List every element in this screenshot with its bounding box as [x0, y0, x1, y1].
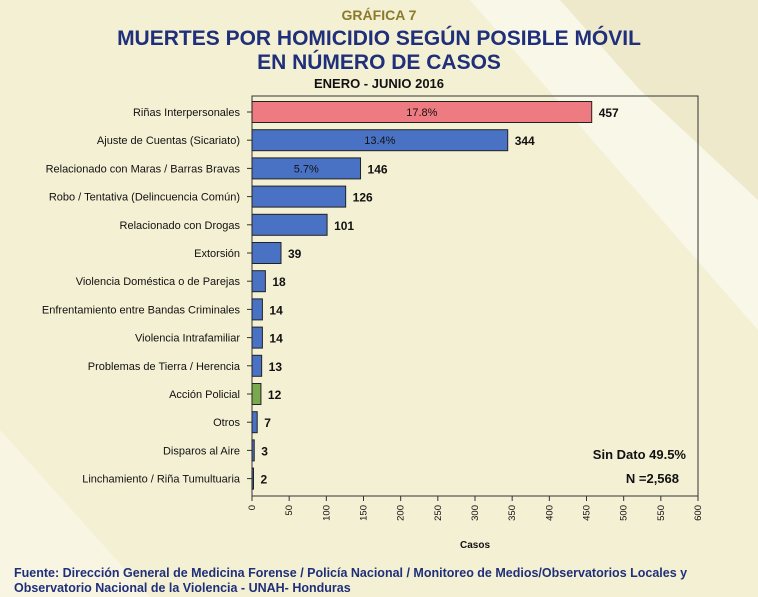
bar [251, 213, 328, 236]
bar [251, 439, 255, 462]
x-tick-label: 50 [284, 505, 295, 516]
x-tick-label: 350 [507, 505, 518, 521]
value-label: 2 [261, 473, 268, 487]
category-label: Enfrentamiento entre Bandas Criminales [42, 304, 241, 316]
x-tick-label: 500 [619, 505, 630, 521]
value-label: 126 [353, 191, 373, 205]
bar [251, 270, 266, 293]
bar [251, 298, 263, 321]
x-tick-label: 200 [396, 505, 407, 521]
value-label: 457 [599, 106, 619, 120]
percent-label: 5.7% [294, 163, 319, 175]
percent-label: 13.4% [364, 135, 395, 147]
bars-group: Riñas Interpersonales 457 17.8% Ajuste de C… [42, 101, 619, 490]
chart-title-line1: MUERTES POR HOMICIDIO SEGÚN POSIBLE MÓVI… [117, 27, 641, 50]
x-tick-label: 450 [582, 505, 593, 521]
x-tick-label: 600 [693, 505, 704, 521]
value-label: 344 [515, 134, 535, 148]
percent-label: 17.8% [406, 107, 437, 119]
missing-data-note: Sin Dato 49.5% [593, 447, 687, 462]
bar [251, 157, 362, 180]
x-tick-label: 400 [544, 505, 555, 521]
x-tick-label: 300 [470, 505, 481, 521]
total-count-note: N =2,568 [626, 471, 679, 486]
chart-label: GRÁFICA 7 [341, 7, 417, 23]
category-label: Ajuste de Cuentas (Sicariato) [97, 135, 240, 147]
bar [251, 411, 258, 434]
bar [251, 354, 263, 377]
source-line-1: Fuente: Dirección General de Medicina Fo… [14, 566, 688, 580]
category-label: Extorsión [194, 248, 240, 260]
value-label: 18 [272, 275, 286, 289]
source-footer: Fuente: Dirección General de Medicina Fo… [14, 566, 744, 596]
category-label: Riñas Interpersonales [133, 107, 241, 119]
bar [251, 326, 263, 349]
bar [251, 242, 282, 264]
bar [251, 129, 509, 152]
bar [251, 467, 254, 490]
category-label: Relacionado con Maras / Barras Bravas [46, 163, 241, 175]
value-label: 13 [269, 360, 283, 374]
value-label: 39 [288, 247, 302, 261]
value-label: 14 [269, 332, 283, 346]
bar [251, 185, 347, 208]
bar [251, 383, 262, 405]
category-label: Problemas de Tierra / Herencia [88, 361, 241, 373]
value-label: 146 [368, 162, 388, 176]
x-axis: 0 50 100 150 200 250 300 350 400 450 500 550 600 [247, 496, 704, 521]
x-tick-label: 550 [656, 505, 667, 521]
plot-frame [251, 95, 699, 497]
category-label: Acción Policial [169, 389, 240, 401]
chart-subtitle: ENERO - JUNIO 2016 [313, 76, 445, 91]
x-axis-title: Casos [460, 540, 490, 551]
category-label: Linchamiento / Riña Tumultuaria [82, 474, 241, 486]
category-label: Violencia Intrafamiliar [135, 333, 240, 345]
category-label: Relacionado con Drogas [120, 220, 241, 232]
x-tick-label: 100 [321, 505, 332, 521]
value-label: 12 [268, 388, 282, 402]
chart-title-line2: EN NÚMERO DE CASOS [257, 51, 501, 74]
category-label: Disparos al Aire [163, 445, 240, 457]
bar [251, 101, 593, 123]
value-label: 101 [334, 219, 354, 233]
category-label: Otros [213, 417, 240, 429]
x-tick-label: 0 [247, 505, 258, 510]
x-tick-label: 150 [359, 505, 370, 521]
category-label: Violencia Doméstica o de Parejas [76, 276, 241, 288]
category-label: Robo / Tentativa (Delincuencia Común) [49, 192, 240, 204]
x-tick-label: 250 [433, 505, 444, 521]
value-label: 3 [261, 444, 268, 458]
bar-chart: Riñas Interpersonales 457 17.8% Ajuste de C… [42, 95, 704, 551]
value-label: 7 [264, 416, 271, 430]
value-label: 14 [269, 303, 283, 317]
source-line-2: Observatorio Nacional de la Violencia - … [14, 581, 351, 595]
